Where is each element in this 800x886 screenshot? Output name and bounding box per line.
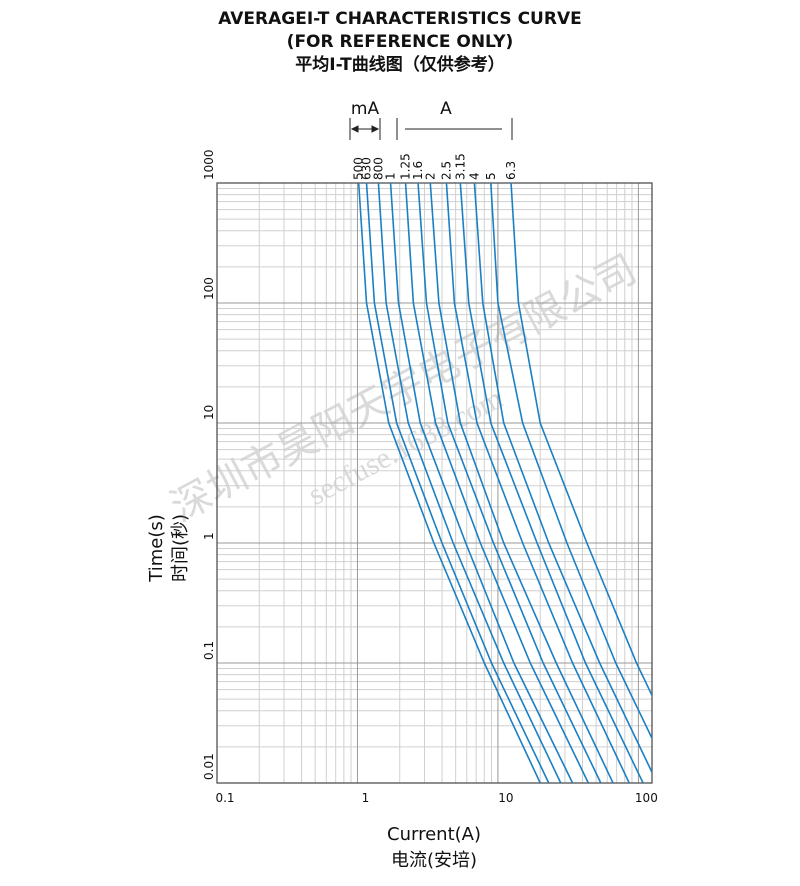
curve xyxy=(429,183,614,783)
unit-label: mA xyxy=(351,99,380,119)
y-tick-label: 10 xyxy=(202,405,216,420)
curve xyxy=(417,183,602,783)
chart-title: AVERAGEI-T CHARACTERISTICS CURVE xyxy=(218,9,581,29)
chart-subtitle: (FOR REFERENCE ONLY) xyxy=(287,32,514,52)
legend-label: 2 xyxy=(423,172,437,180)
unit-label: A xyxy=(440,99,452,119)
y-tick-label: 100 xyxy=(202,277,216,300)
x-tick-label: 0.1 xyxy=(215,791,234,805)
legend-label: 800 xyxy=(371,157,385,180)
plot-frame xyxy=(216,182,653,784)
y-axis-label: Time(s) xyxy=(146,514,167,582)
legend-label: 3.15 xyxy=(453,153,467,180)
y-tick-label: 1 xyxy=(202,532,216,540)
unit-brackets xyxy=(349,118,513,140)
x-tick-label: 1 xyxy=(362,791,370,805)
curve xyxy=(404,183,590,783)
watermark: 深圳市昊阳天宇电子有限公司 xyxy=(164,246,645,531)
legend-label: 5 xyxy=(484,172,498,180)
x-tick-label: 10 xyxy=(498,791,513,805)
x-axis-label: Current(A) xyxy=(387,824,481,845)
x-tick-label: 100 xyxy=(635,791,658,805)
curve xyxy=(389,183,574,783)
curve xyxy=(459,183,644,783)
y-tick-label: 0.1 xyxy=(202,641,216,660)
legend-label: 6.3 xyxy=(504,161,518,180)
y-tick-label: 0.01 xyxy=(202,753,216,780)
y-tick-label: 1000 xyxy=(202,149,216,180)
curve xyxy=(365,183,550,783)
curves xyxy=(357,183,652,783)
curve xyxy=(445,183,630,783)
legend-label: 1 xyxy=(384,172,398,180)
legend-label: 630 xyxy=(360,157,374,180)
legend-label: 2.5 xyxy=(439,161,453,180)
x-axis-label-cn: 电流(安培) xyxy=(391,850,477,871)
legend-label: 500 xyxy=(352,157,366,180)
chart-title-cn: 平均I-T曲线图（仅供参考） xyxy=(295,54,504,75)
legend-label: 4 xyxy=(467,172,481,180)
legend-label: 1.25 xyxy=(399,153,413,180)
curve xyxy=(510,183,652,698)
curve xyxy=(473,183,652,775)
legend-label: 1.6 xyxy=(411,161,425,180)
y-axis-label-cn: 时间(秒) xyxy=(170,514,191,582)
curve xyxy=(377,183,562,783)
curve xyxy=(490,183,652,741)
curve xyxy=(357,183,541,783)
